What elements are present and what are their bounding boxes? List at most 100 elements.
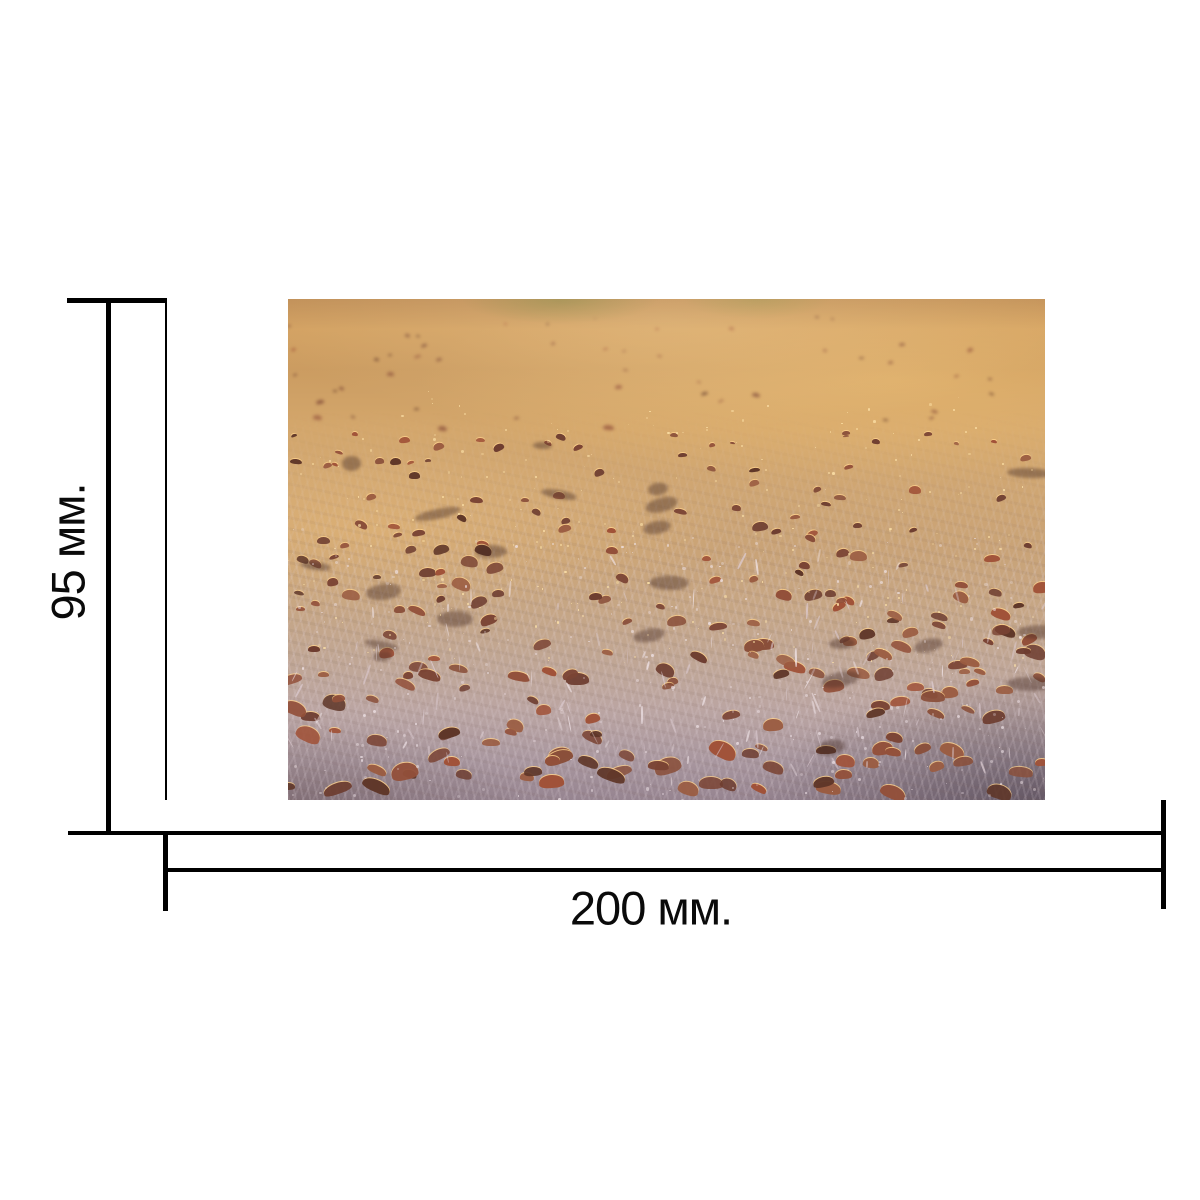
grass-blade <box>640 706 643 725</box>
frost-speckle <box>633 542 637 545</box>
frost-speckle <box>324 787 327 790</box>
dew-sparkle <box>740 444 743 447</box>
frost-speckle <box>360 755 363 759</box>
frost-speckle <box>671 685 675 690</box>
dew-sparkle <box>557 428 558 430</box>
frost-speckle <box>861 736 864 739</box>
dew-sparkle <box>604 522 606 525</box>
frost-speckle <box>472 664 474 666</box>
frost-speckle <box>809 620 813 624</box>
frost-speckle <box>570 636 573 639</box>
frost-speckle <box>697 591 699 593</box>
frost-speckle <box>732 622 735 626</box>
dew-sparkle <box>855 427 859 431</box>
frost-speckle <box>509 718 511 721</box>
frost-speckle <box>1019 781 1023 784</box>
dew-sparkle <box>1002 462 1005 465</box>
frost-speckle <box>485 663 488 666</box>
dew-sparkle <box>583 466 585 468</box>
frost-speckle <box>1009 596 1013 600</box>
leaf-spot <box>1016 648 1031 654</box>
dew-sparkle <box>669 647 671 650</box>
frost-speckle <box>792 738 794 740</box>
frost-speckle <box>549 648 551 650</box>
dew-sparkle <box>950 655 953 657</box>
dew-sparkle <box>959 491 963 495</box>
dew-sparkle <box>312 579 315 582</box>
dew-sparkle <box>817 504 820 507</box>
dew-sparkle <box>1002 488 1005 491</box>
frost-speckle <box>545 729 547 732</box>
frost-speckle <box>617 603 620 607</box>
dew-sparkle <box>462 504 464 506</box>
frost-speckle <box>931 713 934 716</box>
frost-speckle <box>757 710 761 714</box>
dew-sparkle <box>536 585 539 588</box>
dew-sparkle <box>581 614 584 617</box>
dew-sparkle <box>900 601 903 604</box>
dew-sparkle <box>700 447 702 449</box>
dew-sparkle <box>765 620 768 623</box>
dew-sparkle <box>901 498 903 500</box>
frost-speckle <box>658 555 660 557</box>
dew-sparkle <box>328 459 332 463</box>
leaf-spot <box>886 618 900 624</box>
dew-sparkle <box>974 426 977 429</box>
frost-speckle <box>721 562 725 566</box>
dew-sparkle <box>999 547 1002 550</box>
dew-sparkle <box>462 632 465 635</box>
dew-sparkle <box>1021 656 1024 659</box>
dew-sparkle <box>948 562 950 564</box>
dew-sparkle <box>590 453 592 455</box>
frost-speckle <box>621 545 624 548</box>
frost-speckle <box>312 563 314 565</box>
frost-speckle <box>806 681 808 684</box>
dew-sparkle <box>742 515 744 517</box>
frost-speckle <box>974 537 976 540</box>
frost-speckle <box>590 789 594 792</box>
frost-speckle <box>348 558 350 561</box>
frost-speckle <box>429 780 431 782</box>
dew-sparkle <box>535 540 539 543</box>
dew-sparkle <box>612 478 614 480</box>
frost-speckle <box>1018 635 1022 640</box>
frost-speckle <box>858 778 862 782</box>
frost-speckle <box>415 765 419 768</box>
frost-speckle <box>886 542 888 544</box>
frost-speckle <box>696 724 700 728</box>
frost-speckle <box>661 792 665 796</box>
width-dimension-left-cap <box>163 833 168 911</box>
dew-sparkle <box>485 476 488 479</box>
leaf-layer <box>288 299 1045 800</box>
dew-sparkle <box>968 453 971 456</box>
frost-speckle <box>671 688 675 692</box>
dew-sparkle <box>406 606 408 609</box>
frost-speckle <box>848 561 852 565</box>
dew-sparkle <box>808 590 811 593</box>
frost-speckle <box>301 667 305 670</box>
dew-sparkle <box>948 636 951 639</box>
dew-sparkle <box>457 498 460 501</box>
frost-speckle <box>818 732 821 735</box>
dew-sparkle <box>481 452 484 456</box>
dew-sparkle <box>761 581 764 583</box>
dew-sparkle <box>957 396 959 398</box>
dew-sparkle <box>929 403 932 406</box>
frost-speckle <box>323 621 325 623</box>
frost-speckle <box>453 697 457 700</box>
frost-speckle <box>938 543 942 547</box>
frost-speckle <box>1009 580 1013 585</box>
frost-speckle <box>928 667 932 670</box>
frost-speckle <box>968 595 971 598</box>
frost-speckle <box>457 794 461 799</box>
dew-sparkle <box>607 586 609 588</box>
frost-speckle <box>507 638 510 641</box>
dew-sparkle <box>467 603 470 606</box>
leaf-spot <box>858 356 864 359</box>
grass-blade <box>330 729 332 742</box>
dew-sparkle <box>869 590 871 592</box>
frost-speckle <box>387 756 390 758</box>
frost-speckle <box>551 543 555 546</box>
frost-speckle <box>558 798 561 800</box>
frost-speckle <box>356 742 360 746</box>
